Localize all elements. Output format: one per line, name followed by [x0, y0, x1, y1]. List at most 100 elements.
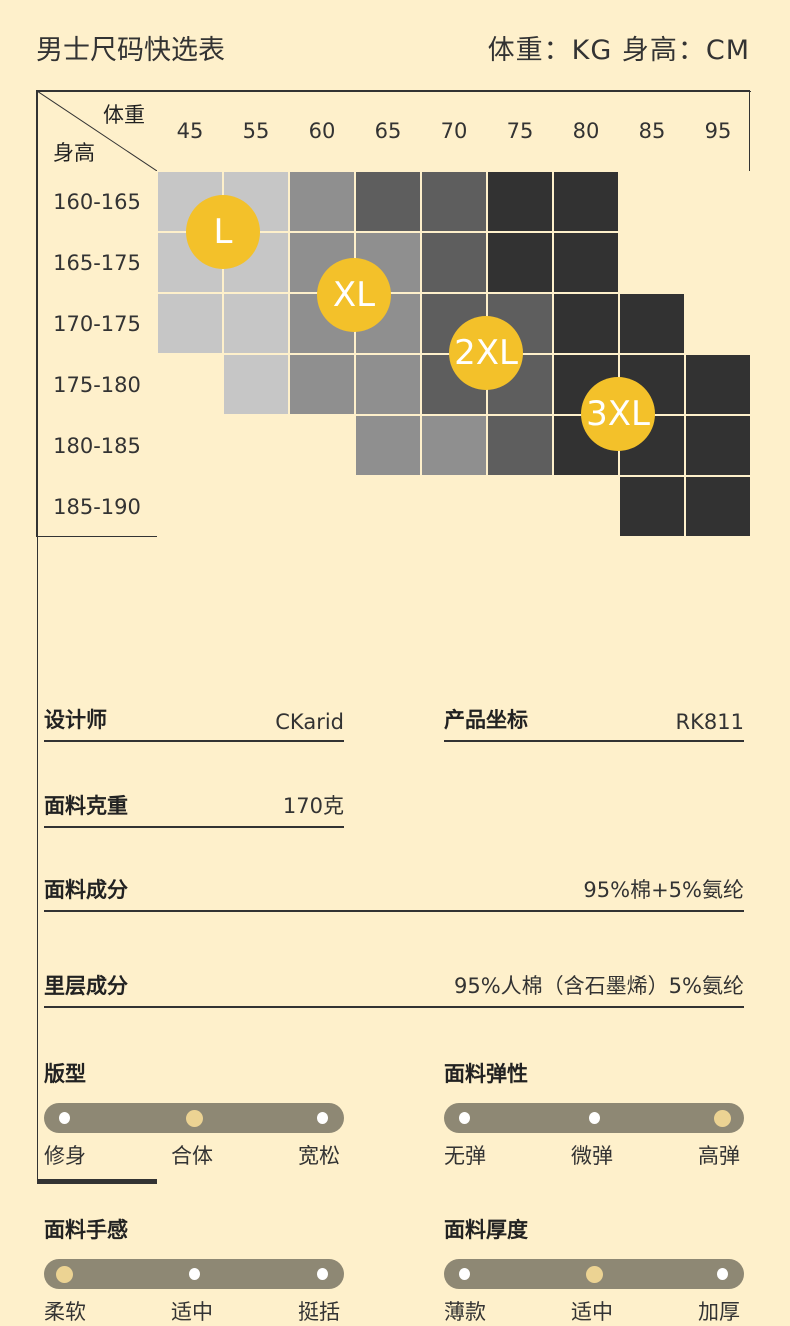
fabric-composition-field-label: 面料成分: [44, 878, 128, 902]
weight-header: 80: [572, 119, 600, 143]
grid-cell: [289, 354, 355, 415]
slider-1[interactable]: [44, 1103, 344, 1133]
height-header: 165-175: [53, 250, 141, 275]
slider-handle[interactable]: [714, 1109, 731, 1127]
slider-option-label: 适中: [571, 1300, 613, 1324]
slider-handle[interactable]: [586, 1265, 603, 1283]
height-header: 160-165: [53, 189, 141, 214]
slider-stop[interactable]: [189, 1268, 200, 1280]
size-badge-3xl: 3XL: [581, 377, 655, 451]
header-col-divider: [37, 619, 38, 699]
grid-cell: [355, 354, 421, 415]
product-field-value: RK811: [675, 710, 744, 734]
grid-cell: [487, 415, 553, 476]
grid-cell: [553, 476, 619, 537]
fabric-composition-field-value: 95%棉+5%氨纶: [583, 878, 744, 902]
slider-3[interactable]: [44, 1259, 344, 1289]
slider-2[interactable]: [444, 1103, 744, 1133]
weight-header: 85: [638, 119, 666, 143]
grid-cell: [553, 232, 619, 293]
grid-cell: [355, 476, 421, 537]
slider-option-label: 加厚: [698, 1300, 740, 1324]
size-badge-xl: XL: [317, 258, 391, 332]
slider-option-label: 微弹: [571, 1144, 613, 1168]
grid-cell: [685, 171, 751, 232]
corner-diagonal: [37, 91, 157, 171]
grid-cell: [487, 232, 553, 293]
header-col-divider: [37, 939, 38, 1019]
grid-cell: [553, 171, 619, 232]
size-badge-l: L: [186, 195, 260, 269]
grid-cell: [619, 293, 685, 354]
size-chart-table: 体重 身高 45 55 60 65 70 75 80 85 95 160-165 165-175 17…: [36, 90, 751, 1184]
product-field: 产品坐标 RK811: [444, 706, 744, 742]
slider-stop[interactable]: [317, 1112, 328, 1124]
slider-stop[interactable]: [589, 1112, 600, 1124]
grid-cell: [487, 476, 553, 537]
slider-stop[interactable]: [717, 1268, 728, 1280]
fabric-weight-field: 面料克重 170克: [44, 792, 344, 828]
height-header: 180-185: [53, 433, 141, 458]
page-title: 男士尺码快选表: [36, 35, 225, 66]
slider-4[interactable]: [444, 1259, 744, 1289]
slider-handle[interactable]: [56, 1265, 73, 1283]
designer-field-value: CKarid: [275, 710, 344, 734]
slider-stop[interactable]: [459, 1268, 470, 1280]
grid-cell: [223, 415, 289, 476]
designer-field: 设计师 CKarid: [44, 706, 344, 742]
weight-header: 65: [374, 119, 402, 143]
header-col-divider: [37, 1099, 38, 1179]
grid-cell: [619, 476, 685, 537]
corner-height-label: 身高: [53, 141, 95, 165]
grid-cell: [289, 415, 355, 476]
lining-composition-field-label: 里层成分: [44, 974, 128, 998]
height-header: 175-180: [53, 372, 141, 397]
lining-composition-field-value: 95%人棉（含石墨烯）5%氨纶: [454, 974, 744, 998]
slider-option-label: 无弹: [444, 1144, 486, 1168]
slider-option-label: 柔软: [44, 1300, 86, 1324]
weight-header: 70: [440, 119, 468, 143]
size-badge-2xl: 2XL: [449, 316, 523, 390]
row-divider: [37, 1179, 157, 1180]
grid-cell: [157, 293, 223, 354]
grid-cell: [421, 232, 487, 293]
header-divider: [37, 91, 751, 92]
fabric-weight-field-value: 170克: [282, 794, 344, 818]
grid-cell: [487, 171, 553, 232]
grid-cell: [685, 476, 751, 537]
slider-stop[interactable]: [317, 1268, 328, 1280]
grid-cell: [685, 354, 751, 415]
grid-cell: [157, 476, 223, 537]
slider-title: 版型: [44, 1062, 86, 1086]
slider-option-label: 挺括: [298, 1300, 340, 1324]
header-col-divider: [37, 539, 38, 619]
slider-handle[interactable]: [186, 1109, 203, 1127]
grid-cell: [223, 476, 289, 537]
grid-cell: [157, 354, 223, 415]
slider-title: 面料弹性: [444, 1062, 528, 1086]
slider-option-label: 高弹: [698, 1144, 740, 1168]
fabric-composition-field: 面料成分 95%棉+5%氨纶: [44, 876, 744, 912]
grid-cell: [355, 415, 421, 476]
designer-field-label: 设计师: [44, 708, 107, 732]
grid-cell: [619, 232, 685, 293]
slider-stop[interactable]: [459, 1112, 470, 1124]
header-col-divider: [37, 859, 38, 939]
grid-cell: [421, 476, 487, 537]
weight-header: 55: [242, 119, 270, 143]
height-header: 185-190: [53, 494, 141, 519]
slider-option-label: 薄款: [444, 1300, 486, 1324]
weight-header: 45: [176, 119, 204, 143]
header-col-divider: [37, 1019, 38, 1099]
slider-stop[interactable]: [59, 1112, 70, 1124]
slider-option-label: 合体: [171, 1144, 213, 1168]
lining-composition-field: 里层成分 95%人棉（含石墨烯）5%氨纶: [44, 972, 744, 1008]
row-divider: [37, 1180, 157, 1181]
grid-cell: [685, 293, 751, 354]
header-col-divider: [37, 779, 38, 859]
slider-option-label: 宽松: [298, 1144, 340, 1168]
grid-cell: [685, 415, 751, 476]
weight-header: 75: [506, 119, 534, 143]
product-field-label: 产品坐标: [444, 708, 528, 732]
grid-cell: [223, 354, 289, 415]
